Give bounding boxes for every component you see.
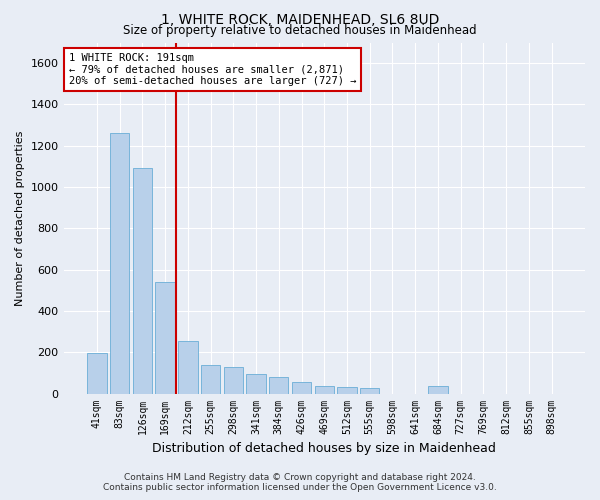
Bar [87, 354, 107, 394]
Text: Size of property relative to detached houses in Maidenhead: Size of property relative to detached ho… [123, 24, 477, 37]
Bar [155, 282, 175, 394]
Y-axis label: Number of detached properties: Number of detached properties [15, 130, 25, 306]
Bar [178, 341, 197, 394]
Bar [110, 134, 130, 394]
Bar [269, 377, 289, 394]
Bar [337, 388, 356, 394]
Bar [247, 374, 266, 394]
Bar [428, 386, 448, 394]
X-axis label: Distribution of detached houses by size in Maidenhead: Distribution of detached houses by size … [152, 442, 496, 455]
Text: 1, WHITE ROCK, MAIDENHEAD, SL6 8UD: 1, WHITE ROCK, MAIDENHEAD, SL6 8UD [161, 12, 439, 26]
Bar [314, 386, 334, 394]
Bar [201, 364, 220, 394]
Text: Contains HM Land Registry data © Crown copyright and database right 2024.
Contai: Contains HM Land Registry data © Crown c… [103, 473, 497, 492]
Bar [292, 382, 311, 394]
Bar [133, 168, 152, 394]
Bar [224, 366, 243, 394]
Text: 1 WHITE ROCK: 191sqm
← 79% of detached houses are smaller (2,871)
20% of semi-de: 1 WHITE ROCK: 191sqm ← 79% of detached h… [69, 53, 356, 86]
Bar [360, 388, 379, 394]
